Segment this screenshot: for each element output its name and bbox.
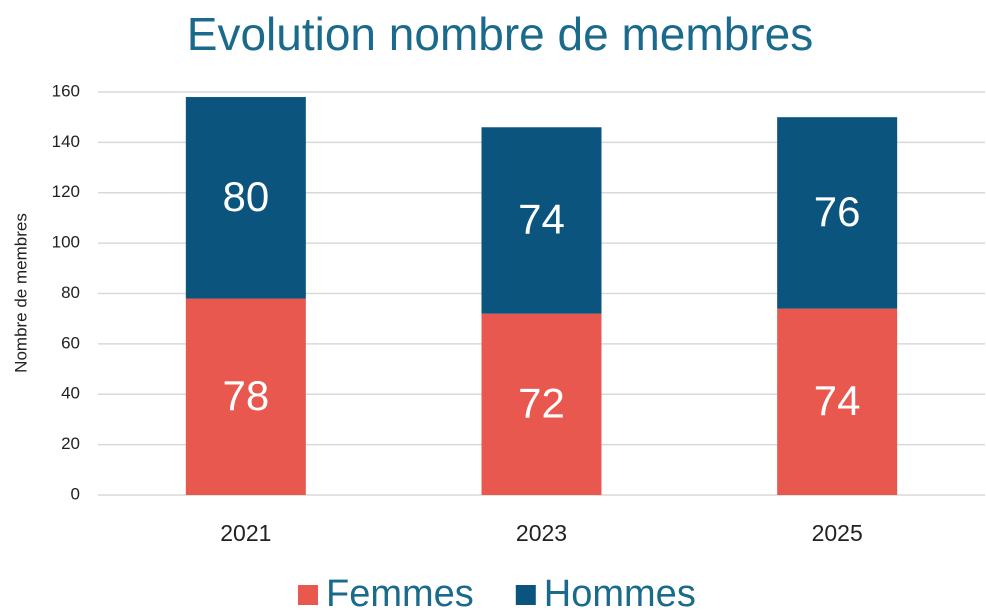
chart-title: Evolution nombre de membres (187, 8, 813, 60)
data-label: 80 (222, 173, 269, 220)
data-label: 78 (222, 372, 269, 419)
legend-label: Hommes (544, 573, 696, 612)
legend-swatch (298, 585, 318, 605)
y-tick-label: 0 (71, 484, 80, 503)
y-tick-label: 40 (61, 384, 80, 403)
legend-swatch (515, 585, 536, 605)
bar-segment (777, 308, 898, 495)
data-label: 76 (814, 188, 861, 235)
data-label: 74 (518, 196, 565, 243)
x-tick-label: 2025 (812, 520, 863, 546)
data-label: 74 (814, 377, 861, 424)
bar-segment (481, 313, 602, 495)
y-tick-label: 120 (52, 182, 80, 201)
x-tick-label: 2021 (220, 520, 271, 546)
data-label: 72 (518, 379, 565, 426)
y-tick-label: 60 (61, 333, 80, 352)
bar-segment (481, 127, 602, 314)
y-tick-label: 20 (61, 434, 80, 453)
bar-segment (185, 97, 306, 299)
bar-segment (777, 117, 898, 309)
y-tick-label: 100 (52, 233, 80, 252)
y-tick-label: 140 (52, 132, 80, 151)
y-tick-label: 160 (52, 81, 80, 100)
bar-segment (185, 298, 306, 495)
y-tick-label: 80 (61, 283, 80, 302)
y-axis-label: Nombre de membres (11, 213, 30, 373)
legend-label: Femmes (326, 573, 474, 612)
x-tick-label: 2023 (516, 520, 567, 546)
